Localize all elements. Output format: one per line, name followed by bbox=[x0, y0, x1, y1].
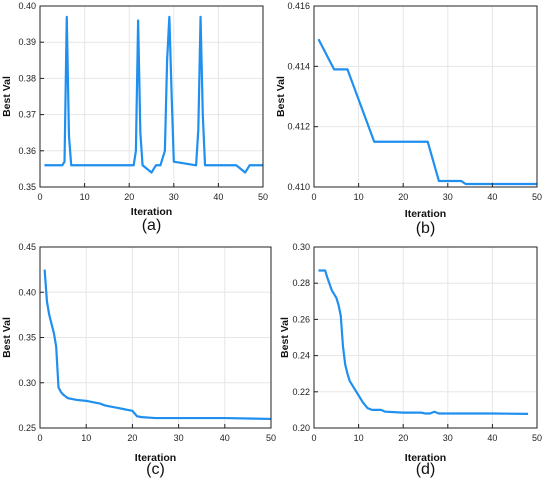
y-tick-label: 0.38 bbox=[18, 73, 36, 83]
y-tick-label: 0.412 bbox=[287, 122, 310, 132]
y-axis-label: Best Val bbox=[275, 76, 287, 117]
series-line bbox=[318, 269, 529, 415]
x-tick-label: 0 bbox=[37, 192, 42, 202]
x-tick-label: 40 bbox=[213, 192, 223, 202]
x-axis-label: Iteration bbox=[405, 452, 446, 464]
y-tick-label: 0.22 bbox=[292, 387, 310, 397]
y-tick-label: 0.414 bbox=[287, 61, 310, 71]
x-tick-label: 20 bbox=[127, 433, 137, 443]
panel-d: 0 10 20 30 40 50 0.20 0.22 0.24 0.26 0.28 0.30 Itera… bbox=[279, 242, 542, 478]
x-tick-label: 0 bbox=[311, 433, 316, 443]
panel-label: (d) bbox=[416, 461, 436, 478]
x-tick-label: 40 bbox=[487, 192, 497, 202]
x-axis-label: Iteration bbox=[131, 206, 172, 218]
plot-frame bbox=[313, 246, 538, 429]
x-tick-label: 10 bbox=[354, 433, 364, 443]
y-tick-label: 0.45 bbox=[18, 242, 36, 252]
x-axis-label: Iteration bbox=[135, 452, 176, 464]
x-tick-label: 10 bbox=[80, 192, 90, 202]
series-line bbox=[317, 38, 537, 186]
y-tick-label: 0.26 bbox=[292, 314, 310, 324]
x-tick-label: 10 bbox=[354, 192, 364, 202]
y-tick-label: 0.40 bbox=[18, 287, 36, 297]
x-tick-label: 20 bbox=[124, 192, 134, 202]
plot-frame bbox=[313, 5, 538, 188]
y-axis-label: Best Val bbox=[1, 76, 13, 117]
y-tick-label: 0.20 bbox=[292, 423, 310, 433]
x-tick-label: 30 bbox=[443, 433, 453, 443]
series-line bbox=[44, 15, 263, 174]
x-axis-label: Iteration bbox=[405, 208, 446, 220]
panel-label: (a) bbox=[142, 217, 162, 234]
x-tick-label: 0 bbox=[311, 192, 316, 202]
x-tick-label: 50 bbox=[532, 433, 542, 443]
y-axis-label: Best Val bbox=[279, 317, 291, 358]
panel-label: (b) bbox=[416, 220, 436, 237]
x-tick-label: 10 bbox=[81, 433, 91, 443]
y-tick-label: 0.40 bbox=[18, 1, 36, 11]
y-tick-label: 0.25 bbox=[18, 423, 36, 433]
y-tick-label: 0.39 bbox=[18, 37, 36, 47]
y-tick-label: 0.416 bbox=[287, 1, 310, 11]
plot-frame bbox=[39, 5, 264, 188]
x-tick-label: 40 bbox=[487, 433, 497, 443]
panel-c: 0 10 20 30 40 50 0.25 0.30 0.35 0.40 0.45 Iteration… bbox=[1, 242, 276, 478]
x-tick-label: 20 bbox=[398, 192, 408, 202]
y-tick-label: 0.35 bbox=[18, 182, 36, 192]
x-tick-label: 40 bbox=[220, 433, 230, 443]
panel-label: (c) bbox=[146, 461, 165, 478]
y-tick-label: 0.36 bbox=[18, 146, 36, 156]
x-tick-label: 30 bbox=[443, 192, 453, 202]
x-tick-label: 50 bbox=[266, 433, 276, 443]
x-tick-label: 50 bbox=[532, 192, 542, 202]
y-tick-label: 0.30 bbox=[18, 378, 36, 388]
y-tick-label: 0.37 bbox=[18, 110, 36, 120]
y-tick-label: 0.28 bbox=[292, 278, 310, 288]
y-axis-label: Best Val bbox=[1, 317, 13, 358]
x-tick-label: 0 bbox=[37, 433, 42, 443]
series-line bbox=[43, 269, 272, 421]
y-tick-label: 0.410 bbox=[287, 182, 310, 192]
x-tick-label: 30 bbox=[174, 433, 184, 443]
panel-b: 0 10 20 30 40 50 0.410 0.412 0.414 0.416 Iteration… bbox=[275, 1, 542, 237]
x-tick-label: 20 bbox=[398, 433, 408, 443]
y-tick-label: 0.35 bbox=[18, 333, 36, 343]
x-tick-label: 50 bbox=[258, 192, 268, 202]
panel-a: 0 10 20 30 40 50 0.35 0.36 0.37 0.38 0.39 0.40 Itera… bbox=[1, 1, 268, 234]
y-tick-label: 0.24 bbox=[292, 351, 310, 361]
x-tick-label: 30 bbox=[169, 192, 179, 202]
y-tick-label: 0.30 bbox=[292, 242, 310, 252]
